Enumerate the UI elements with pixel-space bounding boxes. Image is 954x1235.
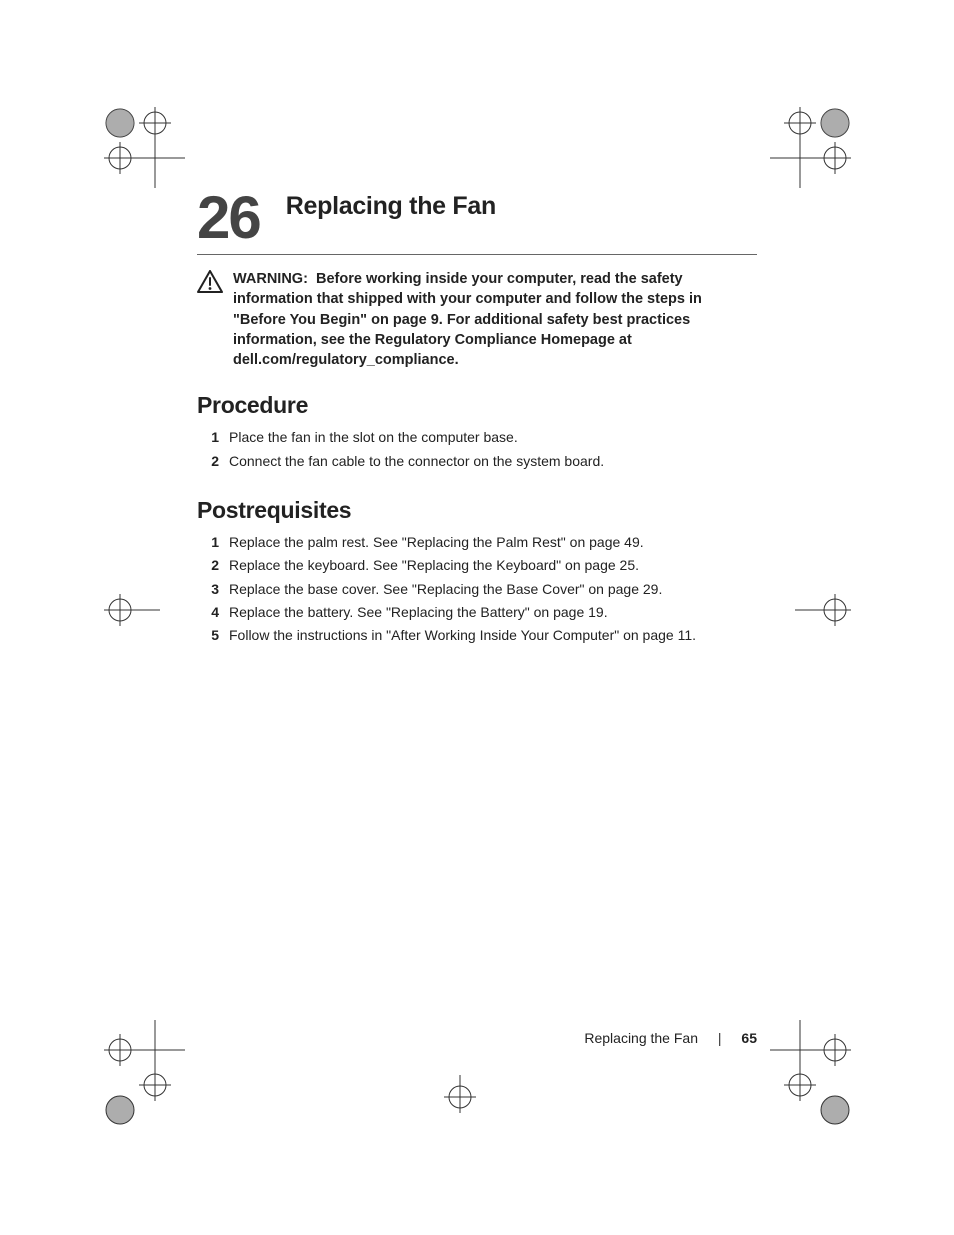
content-area: 26 Replacing the Fan WARNING: Before wor… [197, 188, 757, 672]
crop-mark-icon [770, 1020, 870, 1140]
list-item: 4 Replace the battery. See "Replacing the… [197, 602, 757, 622]
step-text: Place the fan in the slot on the compute… [229, 427, 518, 447]
crop-mark-icon [795, 590, 855, 630]
warning-block: WARNING: Before working inside your comp… [197, 269, 757, 370]
crop-mark-icon [770, 88, 870, 188]
crop-mark-icon [430, 1075, 490, 1125]
list-item: 3 Replace the base cover. See "Replacing … [197, 579, 757, 599]
list-item: 1 Place the fan in the slot on the comput… [197, 427, 757, 447]
footer-title: Replacing the Fan [584, 1030, 698, 1046]
crop-mark-icon [85, 1020, 185, 1140]
step-text: Replace the base cover. See "Replacing t… [229, 579, 662, 599]
page-number: 65 [741, 1030, 757, 1046]
list-item: 5 Follow the instructions in "After Worki… [197, 625, 757, 645]
footer-separator: | [718, 1030, 722, 1046]
step-text: Replace the battery. See "Replacing the … [229, 602, 608, 622]
step-text: Replace the palm rest. See "Replacing th… [229, 532, 644, 552]
warning-text: WARNING: Before working inside your comp… [233, 269, 757, 370]
step-number: 5 [197, 625, 219, 645]
postreq-list: 1 Replace the palm rest. See "Replacing t… [197, 532, 757, 645]
section-heading-procedure: Procedure [197, 392, 757, 419]
chapter-header: 26 Replacing the Fan [197, 188, 757, 255]
step-number: 2 [197, 451, 219, 471]
chapter-title: Replacing the Fan [286, 192, 496, 221]
chapter-number: 26 [197, 188, 260, 248]
list-item: 1 Replace the palm rest. See "Replacing t… [197, 532, 757, 552]
warning-label: WARNING: [233, 271, 308, 287]
section-heading-postreq: Postrequisites [197, 497, 757, 524]
crop-mark-icon [85, 88, 185, 188]
step-text: Replace the keyboard. See "Replacing the… [229, 555, 639, 575]
list-item: 2 Connect the fan cable to the connector … [197, 451, 757, 471]
step-number: 3 [197, 579, 219, 599]
step-text: Follow the instructions in "After Workin… [229, 625, 696, 645]
step-number: 2 [197, 555, 219, 575]
step-number: 1 [197, 427, 219, 447]
procedure-list: 1 Place the fan in the slot on the comput… [197, 427, 757, 471]
page-footer: Replacing the Fan | 65 [197, 1030, 757, 1046]
step-number: 1 [197, 532, 219, 552]
warning-icon [197, 270, 227, 299]
document-page: 26 Replacing the Fan WARNING: Before wor… [0, 0, 954, 1235]
step-number: 4 [197, 602, 219, 622]
crop-mark-icon [100, 590, 160, 630]
step-text: Connect the fan cable to the connector o… [229, 451, 604, 471]
list-item: 2 Replace the keyboard. See "Replacing th… [197, 555, 757, 575]
